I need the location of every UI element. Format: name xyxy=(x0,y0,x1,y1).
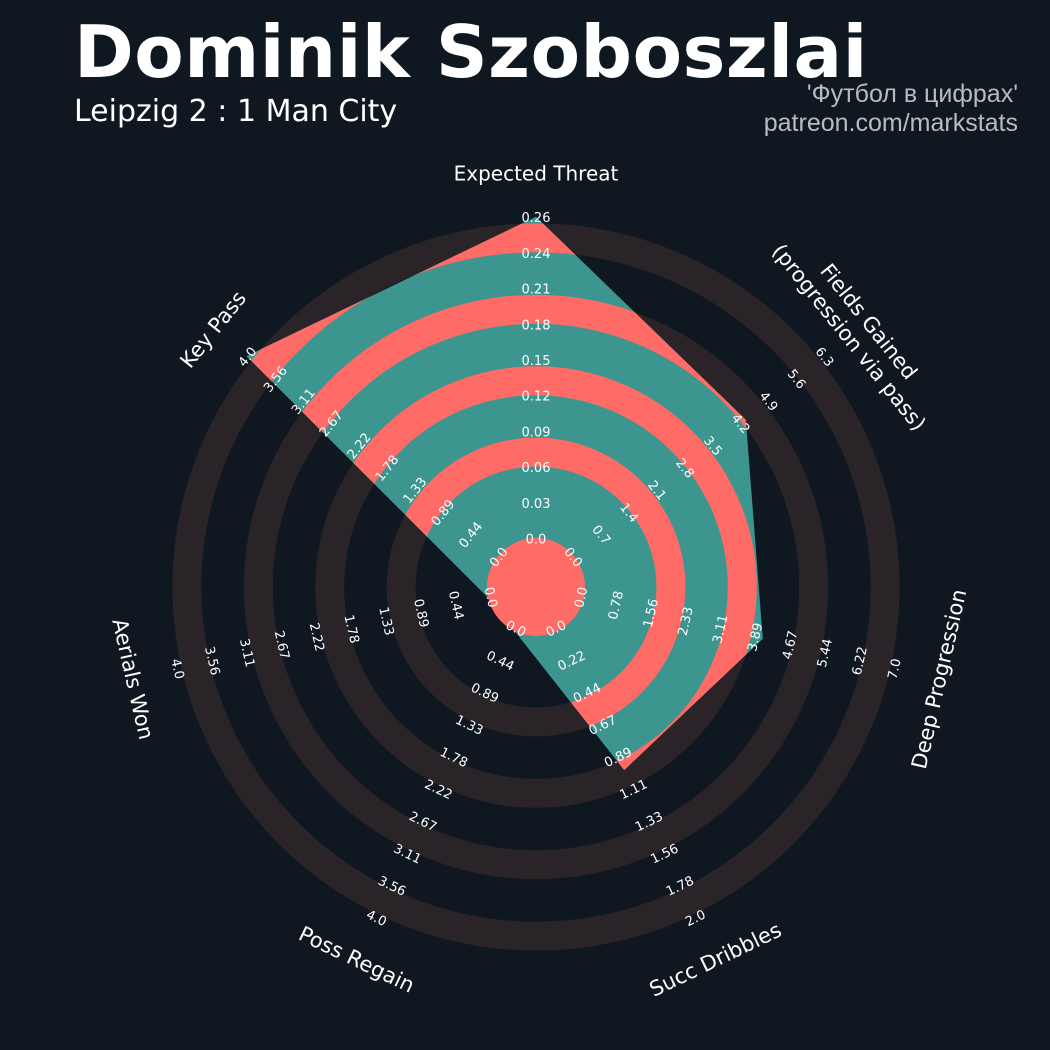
tick-label: 0.0 xyxy=(481,586,500,610)
tick-label: 0.06 xyxy=(522,461,551,476)
tick-label: 0.0 xyxy=(572,586,591,610)
tick-label: 0.09 xyxy=(522,425,551,440)
axis-label-line: Poss Regain xyxy=(295,922,418,998)
credit-line-1: 'Футбол в цифрах' xyxy=(806,80,1018,108)
tick-label: 1.56 xyxy=(641,598,662,630)
tick-label: 1.78 xyxy=(340,613,361,645)
tick-label: 0.21 xyxy=(522,283,551,298)
tick-label: 0.26 xyxy=(522,211,551,226)
tick-label: 7.0 xyxy=(885,657,904,681)
tick-label: 3.56 xyxy=(201,645,222,677)
match-subtitle: Leipzig 2 : 1 Man City xyxy=(74,94,398,129)
axis-label-line: Succ Dribbles xyxy=(646,918,786,1002)
axis-label: Aerials Won xyxy=(107,616,158,742)
tick-label: 0.15 xyxy=(522,354,551,369)
tick-label: 4.67 xyxy=(780,629,801,661)
axis-label: Expected Threat xyxy=(454,162,619,186)
tick-label: 0.0 xyxy=(526,533,547,548)
axis-label-line: Expected Threat xyxy=(454,162,619,186)
tick-label: 5.44 xyxy=(815,637,836,669)
tick-label: 1.33 xyxy=(375,606,396,638)
player-name-title: Dominik Szoboszlai xyxy=(74,10,868,94)
tick-label: 0.89 xyxy=(410,598,431,630)
axis-label-line: Deep Progression xyxy=(907,587,971,771)
tick-label: 0.24 xyxy=(522,247,551,262)
tick-label: 0.18 xyxy=(522,318,551,333)
axis-label: Deep Progression xyxy=(907,587,971,771)
tick-label: 3.11 xyxy=(236,637,257,669)
tick-label: 2.67 xyxy=(271,629,292,661)
axis-label: Fields Gained(progression via pass) xyxy=(767,224,950,436)
highlight-ring xyxy=(246,223,763,771)
tick-label: 4.0 xyxy=(167,657,186,681)
axis-label: Succ Dribbles xyxy=(646,918,786,1002)
tick-label: 2.33 xyxy=(676,606,697,638)
axis-label-line: Aerials Won xyxy=(107,616,158,742)
axis-label: Poss Regain xyxy=(295,922,418,998)
center-disc xyxy=(487,538,585,636)
tick-label: 0.44 xyxy=(445,590,466,622)
tick-label: 0.44 xyxy=(484,648,517,674)
tick-label: 0.12 xyxy=(522,390,551,405)
credit-line-2: patreon.com/markstats xyxy=(763,109,1018,137)
tick-label: 3.89 xyxy=(745,621,766,653)
tick-label: 0.03 xyxy=(522,497,551,512)
tick-label: 0.78 xyxy=(606,590,627,622)
tick-label: 3.11 xyxy=(710,613,731,645)
tick-label: 6.22 xyxy=(850,645,871,677)
tick-label: 2.22 xyxy=(306,621,327,653)
